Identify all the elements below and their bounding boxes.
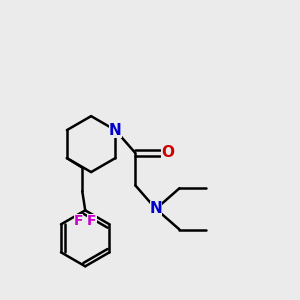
Text: F: F: [87, 214, 97, 228]
Text: O: O: [161, 146, 174, 160]
Text: N: N: [149, 201, 162, 216]
Text: N: N: [109, 123, 122, 138]
Text: F: F: [74, 214, 83, 228]
